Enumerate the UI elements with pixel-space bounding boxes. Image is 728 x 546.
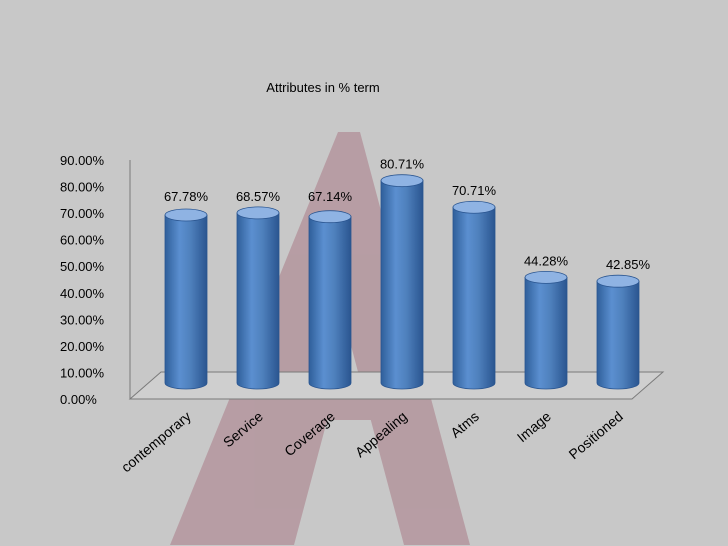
y-tick-label: 70.00% xyxy=(60,206,105,221)
data-label: 44.28% xyxy=(524,253,569,268)
y-tick-label: 40.00% xyxy=(60,286,105,301)
data-label: 70.71% xyxy=(452,183,497,198)
bars-group xyxy=(164,174,640,390)
data-labels-group: 67.78% 68.57% 67.14% 80.71% 70.71% 44.28% 42.8… xyxy=(164,157,651,273)
data-label: 42.85% xyxy=(606,257,651,272)
category-label: contemporary xyxy=(118,408,194,475)
data-label: 67.14% xyxy=(308,189,353,204)
bar xyxy=(596,274,640,390)
category-label: Image xyxy=(514,408,554,445)
data-label: 67.78% xyxy=(164,189,209,204)
bar xyxy=(308,210,352,390)
bar-top xyxy=(596,274,640,288)
category-label: Positioned xyxy=(566,408,626,462)
bar xyxy=(236,206,280,390)
bar-body xyxy=(164,214,208,390)
y-axis-ticks: 0.00% 10.00% 20.00% 30.00% 40.00% 50.00% 60.00… xyxy=(60,153,105,407)
bar-top xyxy=(452,200,496,214)
y-tick-label: 50.00% xyxy=(60,259,105,274)
bar-top xyxy=(308,210,352,224)
bar xyxy=(452,200,496,390)
bar xyxy=(164,208,208,390)
bar-body xyxy=(452,206,496,390)
y-tick-label: 10.00% xyxy=(60,365,105,380)
bar xyxy=(524,271,568,390)
bar-body xyxy=(596,280,640,390)
bar-body xyxy=(308,216,352,390)
y-tick-label: 60.00% xyxy=(60,233,105,248)
y-tick-label: 30.00% xyxy=(60,312,105,327)
y-tick-label: 90.00% xyxy=(60,153,105,168)
data-label: 68.57% xyxy=(236,189,281,204)
category-label: Atms xyxy=(447,408,482,441)
bar-body xyxy=(524,277,568,390)
bar-top xyxy=(380,174,424,188)
bar-body xyxy=(380,180,424,390)
bar xyxy=(380,174,424,390)
bar-top xyxy=(236,206,280,220)
y-tick-label: 80.00% xyxy=(60,180,105,195)
bar-top xyxy=(164,208,208,222)
bar-top xyxy=(524,271,568,284)
data-label: 80.71% xyxy=(380,157,425,172)
y-tick-label: 20.00% xyxy=(60,339,105,354)
bar-body xyxy=(236,212,280,390)
y-tick-label: 0.00% xyxy=(60,392,97,407)
chart-title: Attributes in % term xyxy=(266,80,379,95)
